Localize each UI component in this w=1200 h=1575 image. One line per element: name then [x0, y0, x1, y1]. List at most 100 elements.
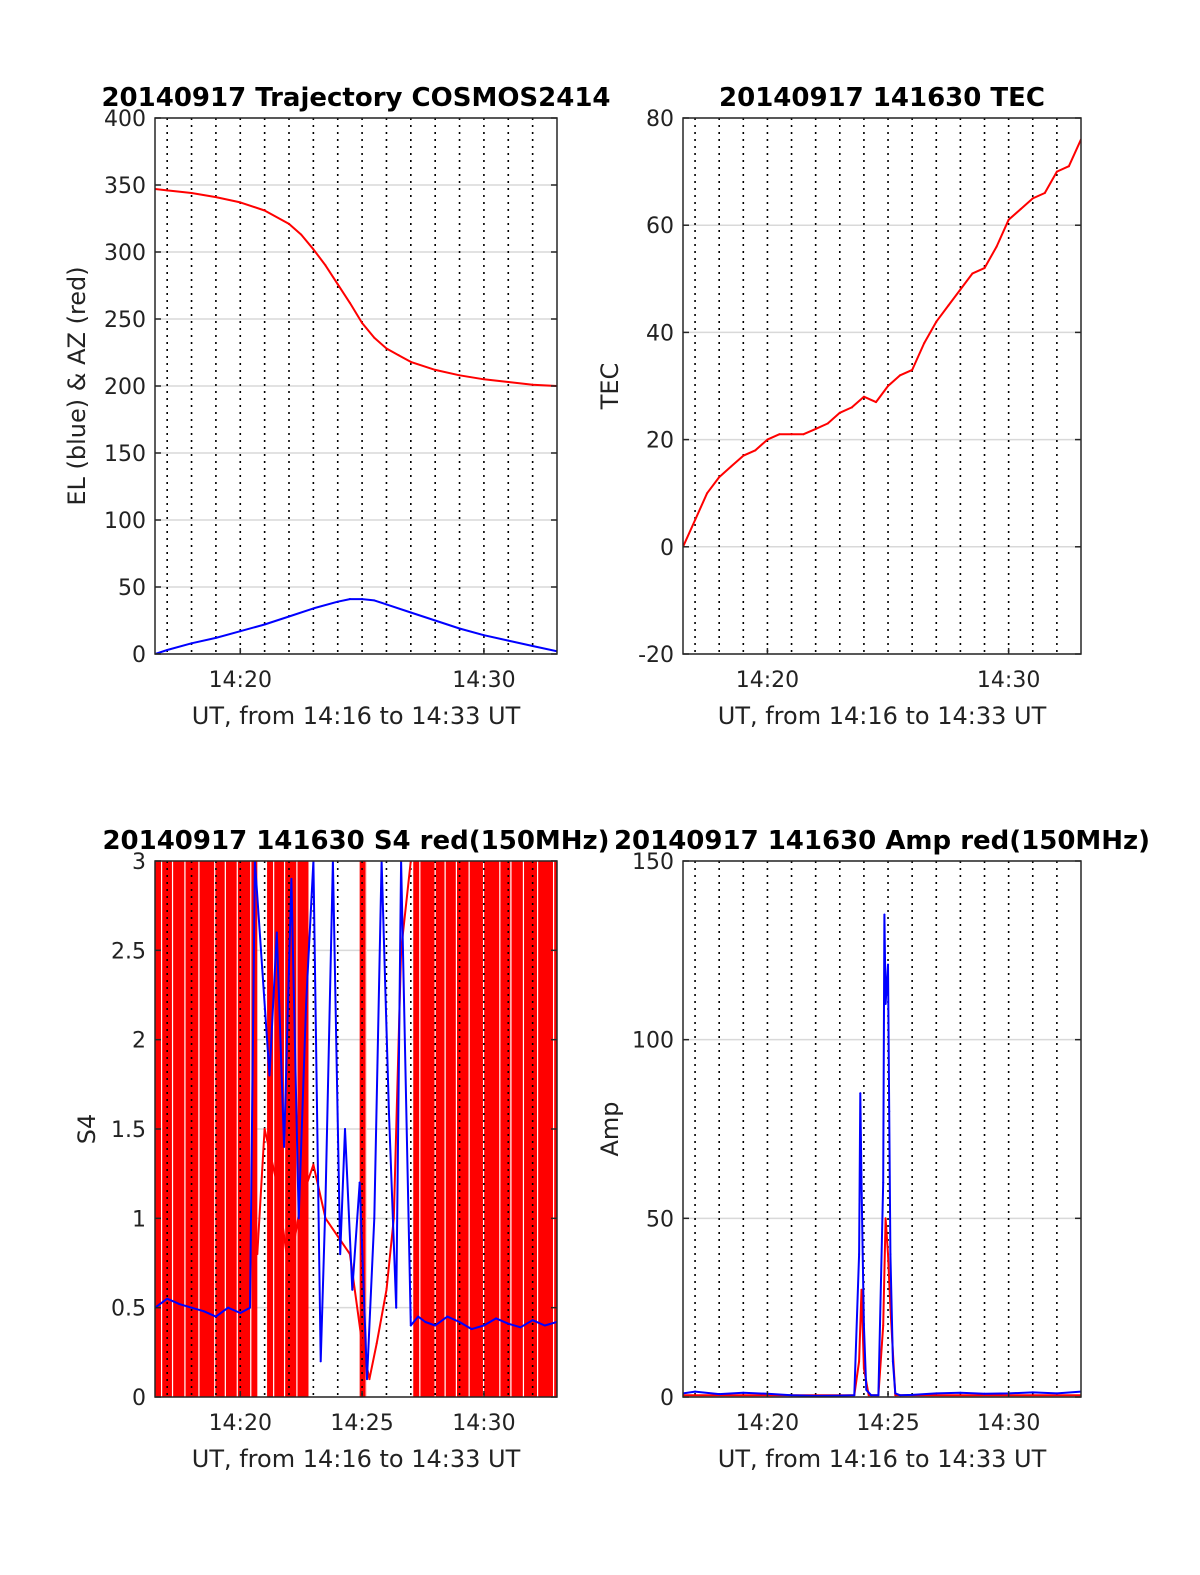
y-tick-label: 80 — [646, 107, 674, 132]
data-point — [507, 380, 510, 383]
x-tick-label: 14:30 — [452, 1411, 515, 1436]
data-point — [300, 233, 303, 236]
x-tick-label: 14:20 — [209, 668, 272, 693]
data-point — [1055, 170, 1058, 173]
y-tick-label: 3 — [132, 850, 146, 875]
data-point — [862, 1367, 865, 1370]
data-point — [263, 209, 266, 212]
data-point — [947, 304, 950, 307]
data-point — [275, 1181, 278, 1184]
data-point — [283, 1145, 286, 1148]
axes-frame — [682, 117, 1082, 655]
data-point — [887, 963, 890, 966]
data-point — [884, 1217, 887, 1220]
data-point — [290, 877, 293, 880]
x-tick-label: 14:25 — [856, 1411, 919, 1436]
data-point — [339, 1253, 342, 1256]
data-point — [814, 427, 817, 430]
data-point — [458, 374, 461, 377]
data-point — [867, 1394, 870, 1397]
data-point — [344, 1128, 347, 1130]
y-axis-label: S4 — [73, 1114, 101, 1145]
chart-panel-1: 0 50 100 150 200 250 300 350 400 14:20 14:30 201409… — [63, 83, 611, 730]
x-axis-label: UT, from 14:16 to 14:33 UT — [192, 702, 521, 730]
data-point — [882, 1181, 885, 1184]
data-point — [911, 368, 914, 371]
data-point — [1007, 218, 1010, 221]
data-point — [935, 1392, 938, 1395]
x-tick-label: 14:30 — [977, 1411, 1040, 1436]
data-point — [531, 644, 534, 647]
data-point — [319, 1360, 322, 1363]
y-tick-label: 200 — [104, 375, 146, 400]
data-point — [409, 611, 412, 614]
data-point — [694, 1390, 697, 1393]
data-point — [1067, 165, 1070, 168]
series-fill-block — [155, 861, 258, 1397]
y-tick-label: 150 — [104, 442, 146, 467]
data-point — [336, 600, 339, 603]
data-point — [458, 627, 461, 630]
data-point — [766, 438, 769, 441]
data-point — [336, 1235, 339, 1238]
data-point — [959, 1391, 962, 1394]
data-point — [409, 1324, 412, 1327]
data-point — [324, 264, 327, 267]
data-point — [227, 1306, 230, 1309]
data-point — [397, 354, 400, 357]
y-tick-label: 250 — [104, 308, 146, 333]
data-point — [178, 1303, 181, 1306]
chart-title: 20140917 141630 S4 red(150MHz) — [102, 826, 609, 856]
data-point — [888, 1110, 891, 1113]
data-point — [275, 931, 278, 934]
data-point — [434, 368, 437, 371]
x-tick-label: 14:20 — [736, 668, 799, 693]
y-tick-label: 50 — [646, 1207, 674, 1232]
chart-panel-3: 0 0.5 1 1.5 2 2.5 3 14:20 14:25 14:30 20140917 141… — [73, 826, 610, 1473]
y-tick-label: 1 — [132, 1207, 146, 1232]
data-point — [385, 347, 388, 350]
data-point — [495, 1317, 498, 1320]
data-point — [409, 360, 412, 363]
y-tick-label: 400 — [104, 107, 146, 132]
data-point — [1031, 197, 1034, 200]
data-point — [507, 639, 510, 642]
x-tick-label: 14:20 — [736, 1411, 799, 1436]
y-axis-label: TEC — [596, 363, 624, 411]
data-point — [434, 1324, 437, 1327]
data-point — [263, 623, 266, 626]
chart-title: 20140917 141630 TEC — [719, 83, 1045, 113]
x-tick-label: 14:20 — [209, 1411, 272, 1436]
data-point — [312, 1163, 315, 1166]
y-tick-label: 100 — [104, 509, 146, 534]
x-tick-label: 14:30 — [977, 668, 1040, 693]
data-point — [531, 383, 534, 386]
data-point — [482, 378, 485, 381]
data-point — [395, 1306, 398, 1309]
data-point — [531, 1319, 534, 1322]
data-point — [860, 1181, 863, 1184]
y-tick-label: 50 — [118, 576, 146, 601]
data-point — [923, 342, 926, 345]
data-point — [1019, 208, 1022, 211]
y-tick-label: 0 — [132, 1386, 146, 1411]
data-point — [361, 598, 364, 601]
data-point — [385, 1288, 388, 1291]
data-point — [351, 1288, 354, 1291]
data-point — [790, 1394, 793, 1397]
data-point — [995, 245, 998, 248]
series-line-red — [256, 861, 412, 1381]
data-point — [718, 476, 721, 479]
data-point — [507, 1322, 510, 1325]
data-point — [862, 395, 865, 398]
data-point — [860, 1288, 863, 1291]
y-tick-label: 20 — [646, 429, 674, 454]
data-point — [983, 1392, 986, 1395]
data-point — [778, 433, 781, 436]
data-point — [790, 433, 793, 436]
data-point — [446, 1315, 449, 1318]
data-point — [365, 1378, 368, 1381]
y-tick-label: 350 — [104, 174, 146, 199]
axes-frame — [682, 860, 1082, 1398]
data-point — [458, 1320, 461, 1323]
